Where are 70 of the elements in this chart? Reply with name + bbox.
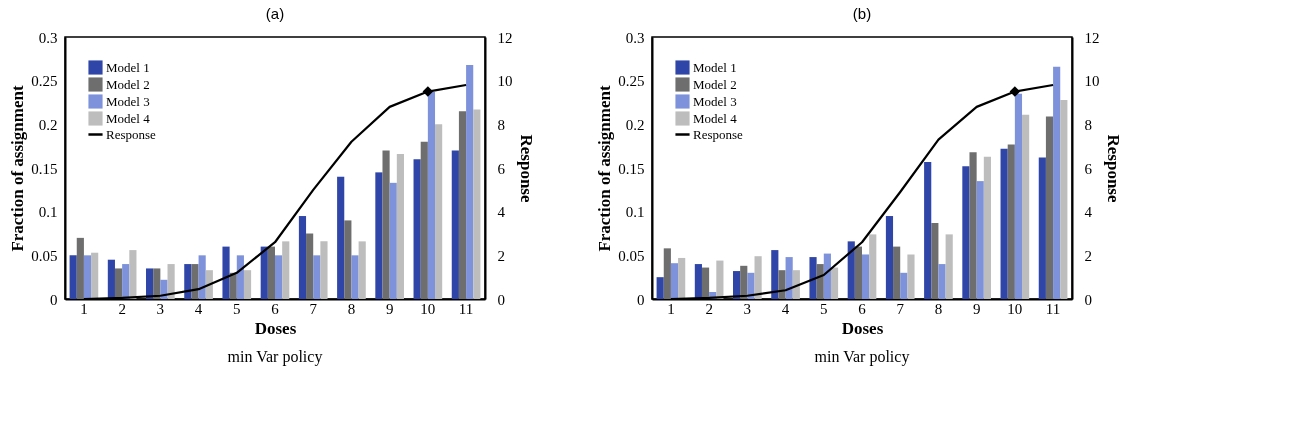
legend-label: Model 1 [693, 59, 737, 75]
y-tick-label: 0.2 [38, 116, 58, 133]
text: min Var policy [814, 348, 910, 366]
y-tick-label: 0.1 [625, 204, 645, 221]
x-tick-label: 8 [347, 300, 356, 317]
y-tick-label: 0.1 [38, 204, 58, 221]
x-axis-title: Doses [254, 318, 297, 338]
y2-tick-label: 4 [1084, 204, 1093, 221]
x-axis-title: Doses [841, 318, 884, 338]
x-tick-label: 9 [385, 300, 394, 317]
y2-tick-label: 0 [1084, 291, 1092, 308]
y-tick-label: 0.15 [31, 160, 58, 177]
y2-tick-label: 8 [1084, 116, 1092, 133]
legend-label: Model 2 [106, 76, 150, 92]
y2-axis-title: Response [516, 134, 536, 203]
x-tick-label: 10 [420, 300, 436, 317]
y-tick-label: 0.2 [625, 116, 645, 133]
chart-title: (b) [852, 5, 872, 22]
legend-label: Response [693, 126, 744, 142]
x-tick-label: 2 [118, 300, 126, 317]
legend-label: Model 1 [106, 59, 150, 75]
y-tick-label: 0.05 [31, 247, 58, 264]
x-tick-label: 11 [458, 300, 474, 317]
legend-label: Model 2 [693, 76, 737, 92]
y2-tick-label: 2 [497, 247, 505, 264]
x-tick-label: 2 [705, 300, 713, 317]
y2-tick-label: 8 [497, 116, 505, 133]
y-tick-label: 0.05 [618, 247, 645, 264]
y2-axis-title: Response [1103, 134, 1123, 203]
y-axis-title: Fraction of assignment [595, 85, 615, 252]
x-tick-label: 6 [858, 300, 867, 317]
x-tick-label: 11 [1045, 300, 1061, 317]
x-tick-label: 4 [781, 300, 790, 317]
text: min Var policy [227, 348, 323, 366]
legend-label: Model 4 [693, 110, 738, 126]
legend-label: Model 4 [106, 110, 151, 126]
x-tick-label: 5 [233, 300, 241, 317]
y-tick-label: 0 [50, 291, 58, 308]
x-tick-label: 1 [80, 300, 88, 317]
y2-tick-label: 2 [1084, 247, 1092, 264]
x-tick-label: 4 [194, 300, 203, 317]
y-tick-label: 0.25 [618, 73, 645, 90]
legend-label: Response [106, 126, 157, 142]
x-tick-label: 5 [820, 300, 828, 317]
y2-tick-label: 4 [497, 204, 506, 221]
chart-title: (a) [265, 5, 285, 22]
y2-tick-label: 6 [497, 160, 506, 177]
y2-tick-label: 0 [497, 291, 505, 308]
x-tick-label: 6 [271, 300, 280, 317]
y2-tick-label: 12 [1084, 29, 1100, 46]
y-tick-label: 0 [637, 291, 645, 308]
y-tick-label: 0.15 [618, 160, 645, 177]
y2-tick-label: 12 [497, 29, 513, 46]
x-tick-label: 10 [1007, 300, 1023, 317]
legend-label: Model 3 [693, 93, 737, 109]
x-tick-label: 3 [743, 300, 752, 317]
y2-tick-label: 10 [1084, 73, 1100, 90]
x-tick-label: 8 [934, 300, 943, 317]
y-axis-title: Fraction of assignment [8, 85, 28, 252]
x-tick-label: 1 [667, 300, 675, 317]
y-tick-label: 0.3 [38, 29, 58, 46]
x-tick-label: 9 [972, 300, 981, 317]
x-tick-label: 7 [896, 300, 905, 317]
x-tick-label: 7 [309, 300, 318, 317]
y-tick-label: 0.25 [31, 73, 58, 90]
y2-tick-label: 6 [1084, 160, 1093, 177]
y-tick-label: 0.3 [625, 29, 645, 46]
y2-tick-label: 10 [497, 73, 513, 90]
x-tick-label: 3 [156, 300, 165, 317]
legend-label: Model 3 [106, 93, 150, 109]
